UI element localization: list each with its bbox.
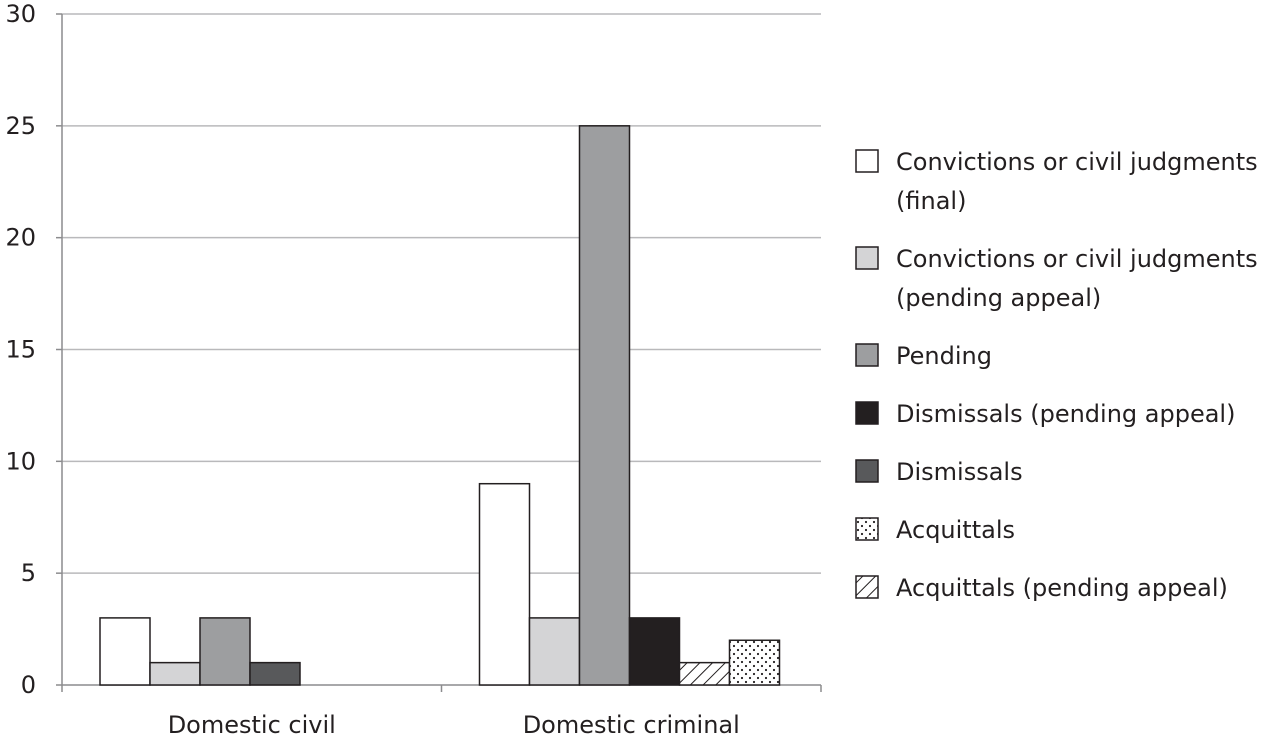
y-tick-label: 20	[5, 224, 36, 252]
axis-labels: 0 5 10 15 20 25 30 Domestic civil Domestic crimi…	[5, 0, 739, 738]
bar-pending-domestic-criminal	[578, 125, 631, 686]
bar-acquittals-pending-appeal-domestic-criminal	[678, 661, 731, 686]
gridlines	[62, 13, 821, 574]
legend-item: Acquittals (pending appeal)	[855, 574, 1228, 602]
legend-label: (pending appeal)	[896, 284, 1101, 312]
legend-swatch	[855, 401, 879, 425]
x-category-label: Domestic civil	[168, 711, 336, 738]
x-category-label: Domestic criminal	[523, 711, 740, 738]
y-tick-label: 0	[21, 671, 36, 699]
y-tick-label: 30	[5, 0, 36, 28]
legend-label: Dismissals	[896, 458, 1023, 486]
y-tick-label: 25	[5, 112, 36, 140]
bar-convictions-or-civil-judgments-pending-appeal-domestic-civil	[149, 661, 201, 686]
y-tick-label: 15	[5, 336, 36, 364]
legend-item: Pending	[855, 342, 992, 370]
legend-swatch	[855, 343, 879, 367]
legend: Convictions or civil judgments(final)Con…	[855, 148, 1258, 602]
legend-swatch	[855, 517, 879, 541]
bar-convictions-or-civil-judgments-pending-appeal-domestic-criminal	[528, 617, 581, 686]
bar-convictions-or-civil-judgments-final-domestic-criminal	[478, 482, 531, 686]
bar-dismissals-pending-appeal-domestic-criminal	[628, 617, 681, 686]
legend-label: Convictions or civil judgments	[896, 148, 1258, 176]
bar-acquittals-domestic-criminal	[728, 639, 781, 686]
legend-label: Dismissals (pending appeal)	[896, 400, 1235, 428]
legend-item: Convictions or civil judgments (pending a…	[855, 245, 1258, 312]
bars	[99, 125, 781, 686]
legend-label: Convictions or civil judgments	[896, 245, 1258, 273]
axes	[56, 13, 822, 692]
legend-item: Convictions or civil judgments (final)	[855, 148, 1258, 215]
legend-item: Dismissals (pending appeal)	[855, 400, 1235, 428]
bar-convictions-or-civil-judgments-final-domestic-civil	[99, 617, 151, 686]
legend-swatch	[855, 459, 879, 483]
legend-item: Acquittals	[855, 516, 1015, 544]
legend-label: (final)	[896, 187, 966, 215]
legend-label: Acquittals	[896, 516, 1015, 544]
legend-label: Pending	[896, 342, 992, 370]
legend-item: Dismissals	[855, 458, 1023, 486]
bar-pending-domestic-civil	[199, 617, 251, 686]
legend-swatch	[855, 575, 879, 599]
legend-swatch	[855, 149, 879, 173]
bar-dismissals-domestic-civil	[249, 661, 301, 686]
y-tick-label: 5	[21, 559, 36, 587]
legend-label: Acquittals (pending appeal)	[896, 574, 1228, 602]
y-tick-label: 10	[5, 447, 36, 475]
legend-swatch	[855, 246, 879, 270]
